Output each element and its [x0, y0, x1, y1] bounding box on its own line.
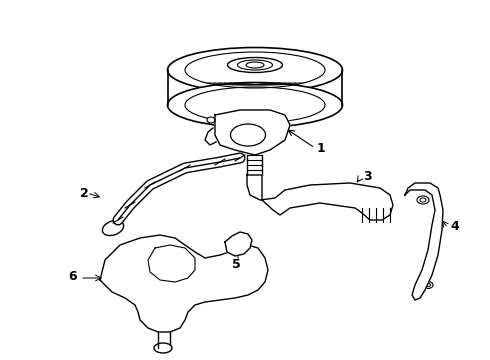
Ellipse shape	[230, 124, 266, 146]
Text: 1: 1	[317, 141, 326, 154]
Polygon shape	[405, 183, 443, 300]
Polygon shape	[148, 245, 195, 282]
Polygon shape	[247, 175, 393, 220]
Ellipse shape	[168, 82, 343, 127]
Ellipse shape	[168, 48, 343, 93]
Ellipse shape	[232, 240, 244, 248]
Ellipse shape	[102, 220, 123, 235]
Ellipse shape	[423, 282, 433, 288]
Ellipse shape	[103, 273, 121, 287]
Text: 3: 3	[363, 170, 371, 183]
Ellipse shape	[154, 343, 172, 353]
Polygon shape	[215, 110, 290, 155]
Text: 5: 5	[232, 258, 241, 271]
Ellipse shape	[207, 117, 215, 123]
Ellipse shape	[227, 58, 283, 72]
Text: 2: 2	[80, 186, 89, 199]
Polygon shape	[100, 235, 268, 332]
Text: 6: 6	[68, 270, 76, 284]
Polygon shape	[225, 232, 252, 256]
Ellipse shape	[417, 196, 429, 204]
Text: 4: 4	[450, 220, 459, 233]
